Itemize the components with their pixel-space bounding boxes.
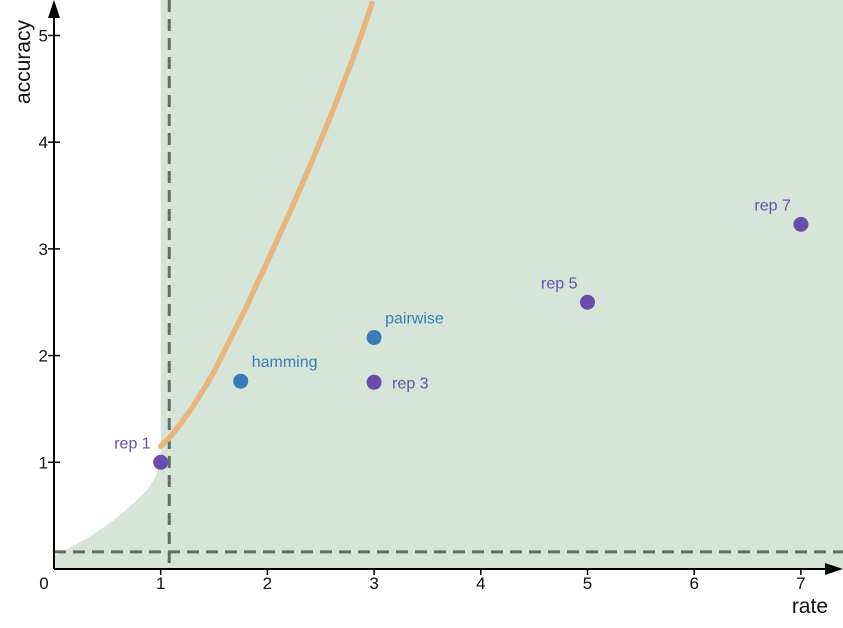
axes-layer — [48, 0, 843, 575]
x-axis-arrow — [825, 563, 843, 575]
x-tick-label: 3 — [369, 574, 378, 593]
data-point-label: rep 7 — [754, 197, 791, 214]
data-point-label: pairwise — [385, 310, 444, 327]
data-point — [366, 374, 382, 390]
feasible-region-layer — [54, 0, 843, 569]
feasible-region — [54, 0, 843, 569]
y-tick-label: 5 — [39, 27, 48, 46]
data-point-label: rep 3 — [392, 375, 429, 392]
x-tick-label: 2 — [263, 574, 272, 593]
y-tick-label: 3 — [39, 240, 48, 259]
data-point-label: rep 1 — [114, 435, 151, 452]
y-tick-label: 2 — [39, 347, 48, 366]
x-tick-label: 1 — [156, 574, 165, 593]
x-tick-label: 6 — [689, 574, 698, 593]
data-point-label: rep 5 — [541, 275, 578, 292]
threshold-lines-layer — [54, 0, 843, 569]
y-tick-label: 4 — [39, 133, 48, 152]
data-point-label: hamming — [252, 354, 318, 371]
data-point — [153, 454, 169, 470]
x-tick-label: 0 — [39, 574, 48, 593]
data-point — [366, 329, 382, 345]
x-tick-label: 4 — [476, 574, 485, 593]
y-tick-label: 1 — [39, 453, 48, 472]
ticks-layer: 0 1 2 3 4 5 6 7 1 2 3 4 5 — [39, 27, 806, 594]
data-point — [793, 216, 809, 232]
y-axis-arrow — [48, 0, 60, 18]
x-axis-label: rate — [792, 595, 828, 618]
bound-curve-layer — [157, 0, 375, 450]
data-points-layer: rep 1 hamming rep 3 pairwise rep 5 rep 7 — [114, 197, 809, 470]
x-tick-label: 5 — [583, 574, 592, 593]
bound-curve — [157, 0, 375, 450]
data-point — [233, 373, 249, 389]
x-tick-label: 7 — [796, 574, 805, 593]
data-point — [580, 294, 595, 310]
y-axis-label: accuracy — [12, 19, 35, 104]
